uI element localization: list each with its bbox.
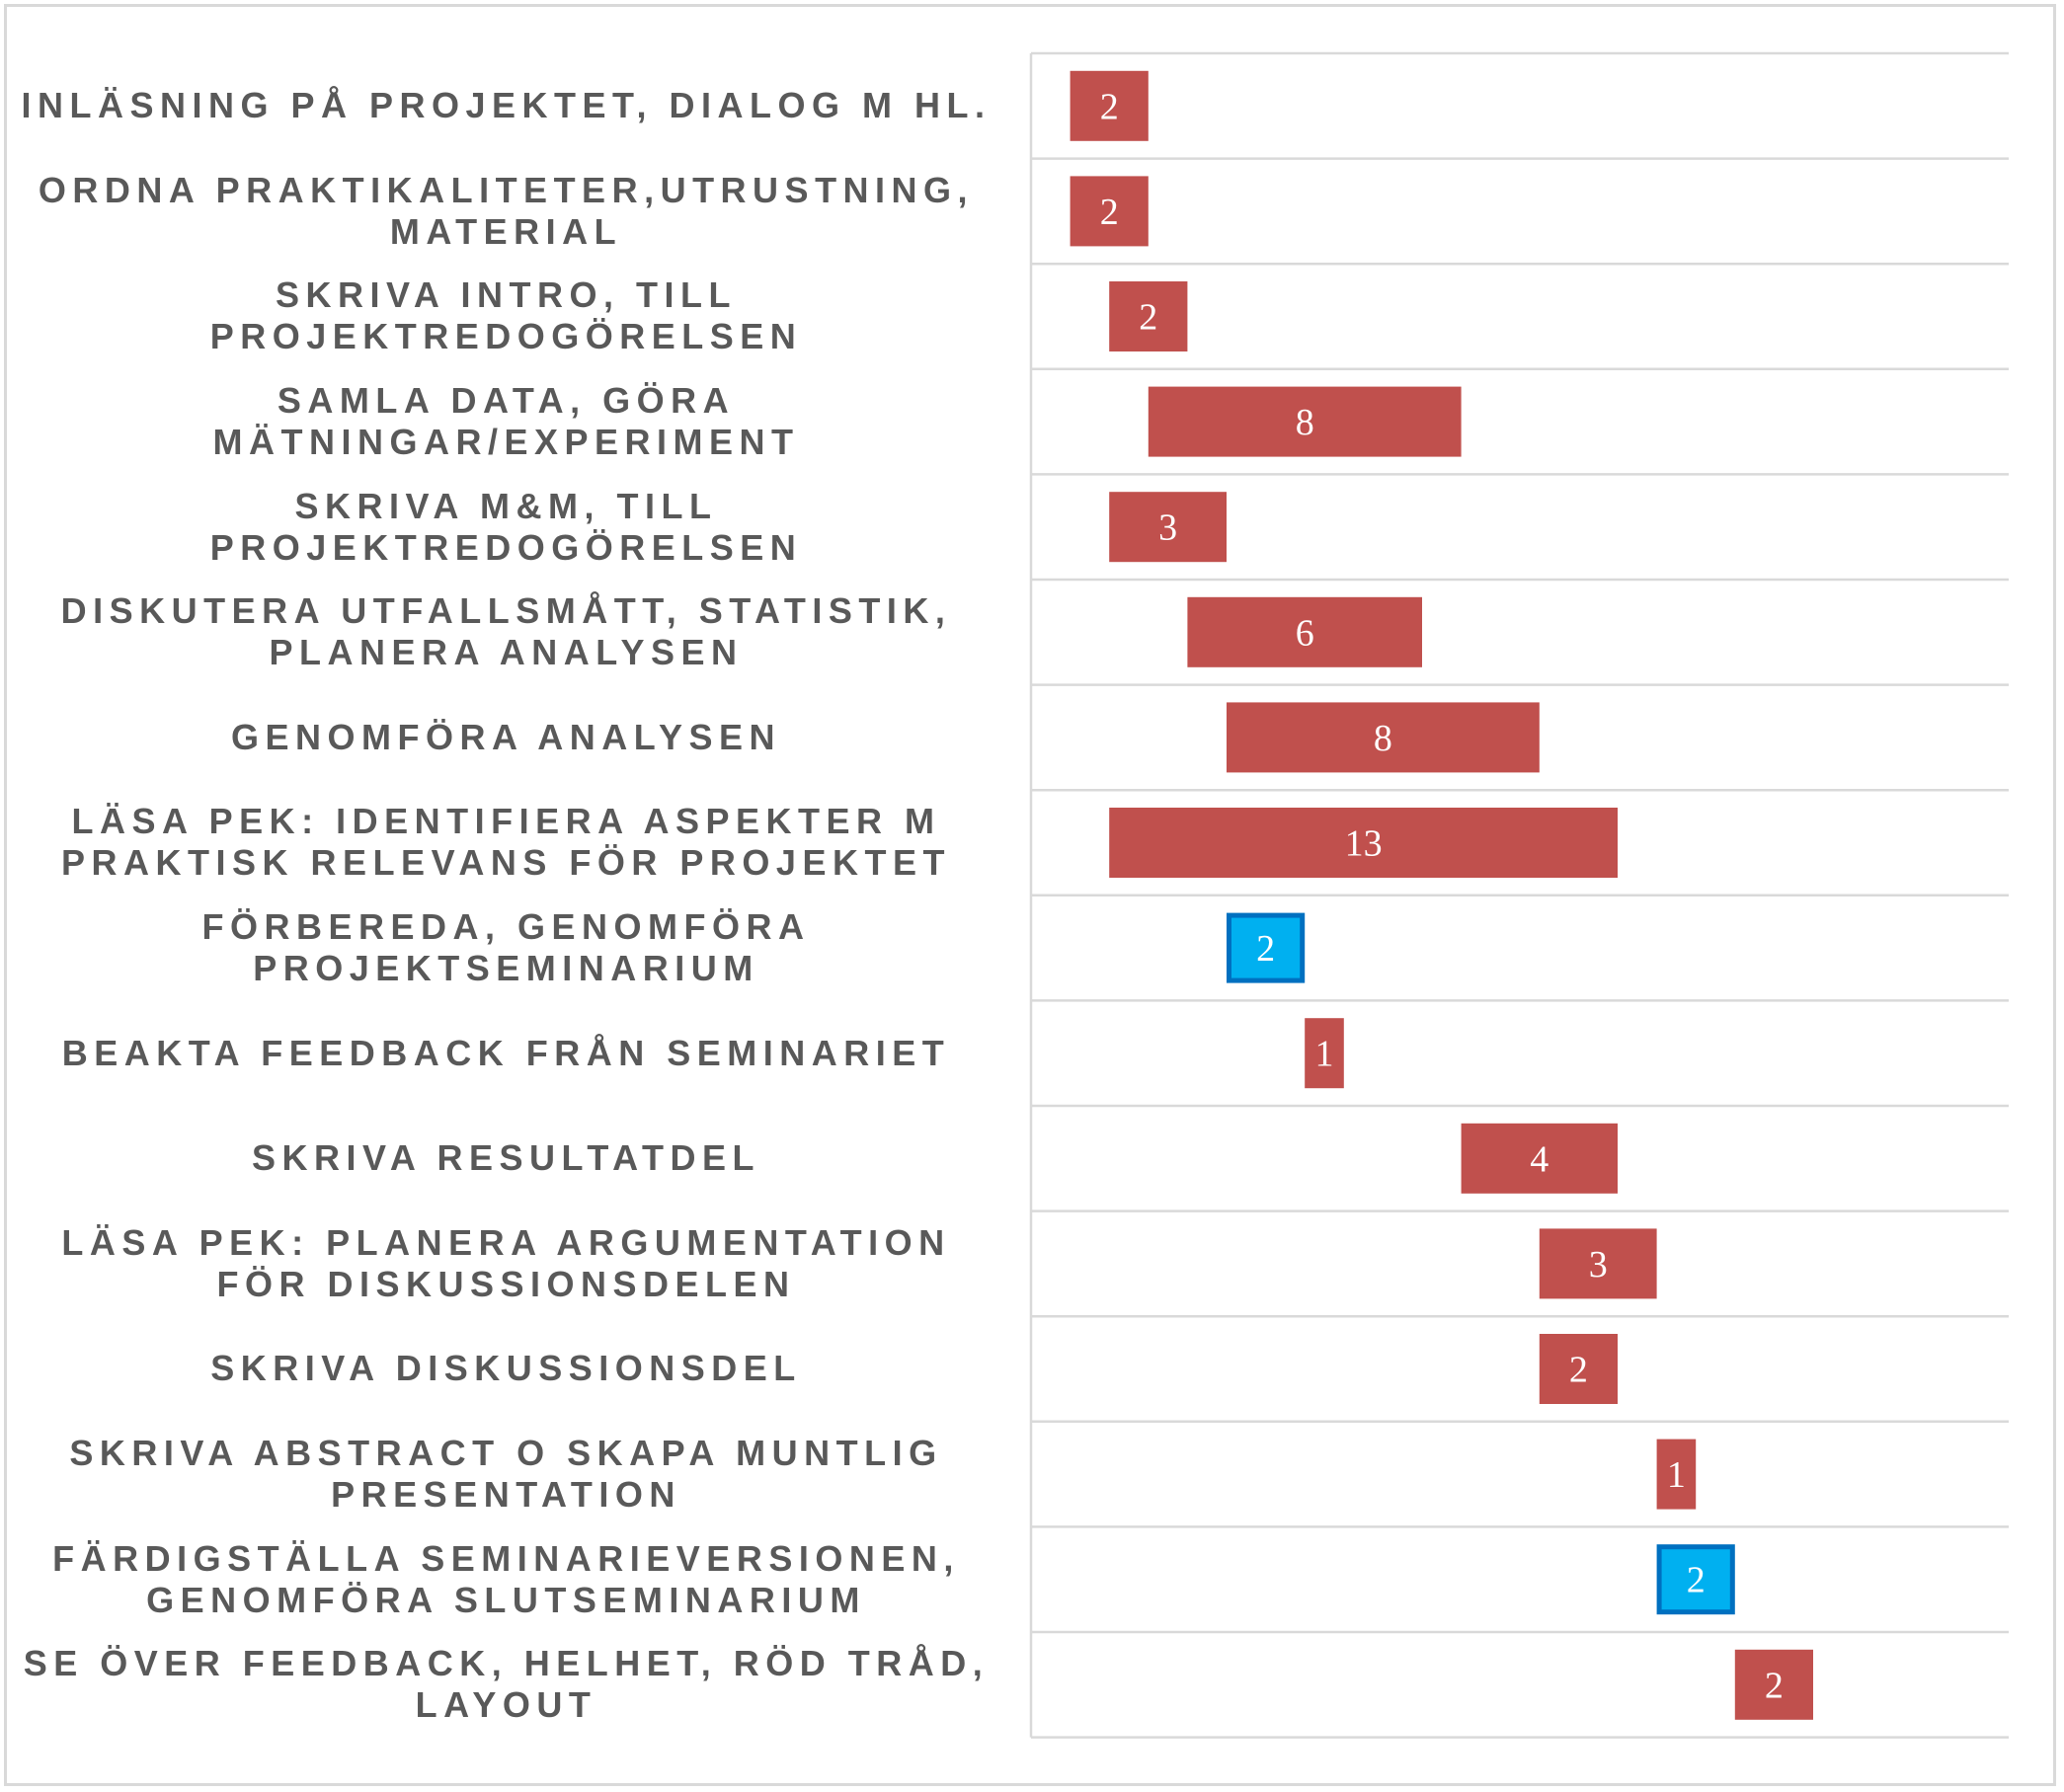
milestone-bar — [1656, 1544, 1735, 1615]
task-bar — [1227, 702, 1540, 773]
bar-value-label: 1 — [1667, 1454, 1686, 1496]
category-label: Skriva abstract o skapa muntlig presenta… — [69, 1433, 943, 1516]
task-bar — [1539, 1228, 1657, 1299]
bar-value-label: 4 — [1530, 1138, 1548, 1180]
category-label: Skriva intro, till projektredogörelsen — [209, 274, 803, 357]
category-label: Genomföra analysen — [230, 716, 782, 757]
category-label: Läsa PEK: planera argumentation för disk… — [61, 1221, 951, 1304]
bar-value-label: 2 — [1569, 1350, 1588, 1391]
task-bar — [1070, 70, 1149, 141]
category-label: Skriva M&M, till projektredogörelsen — [209, 485, 803, 568]
bar-value-label: 3 — [1589, 1244, 1608, 1286]
bar-value-label: 13 — [1345, 823, 1383, 865]
bar-value-label: 3 — [1158, 507, 1177, 549]
task-bar — [1539, 1334, 1618, 1404]
bar-value-label: 2 — [1765, 1665, 1784, 1706]
task-bar — [1461, 1123, 1618, 1194]
category-label: Beakta feedback från seminariet — [61, 1032, 951, 1073]
bar-value-label: 2 — [1100, 192, 1119, 233]
bar-value-label: 8 — [1296, 402, 1314, 443]
category-label: Ordna praktikaliteter,utrustning, materi… — [38, 169, 975, 252]
task-bar — [1656, 1439, 1697, 1510]
category-label: Färdigställa seminarieversionen, genomfö… — [52, 1537, 960, 1620]
bar-value-label: 6 — [1296, 612, 1314, 654]
task-bar — [1109, 492, 1227, 563]
task-bar — [1109, 808, 1618, 878]
category-label: Diskutera utfallsmått, statistik, planer… — [60, 590, 952, 673]
category-label: Inläsning på projektet, dialog m HL. — [21, 85, 992, 126]
category-label: Samla data, göra mätningar/experiment — [212, 380, 800, 463]
bar-value-label: 2 — [1100, 86, 1119, 127]
task-bar — [1187, 596, 1422, 667]
category-label: Förbereda, genomföra projektseminarium — [201, 906, 811, 989]
bar-value-label: 1 — [1315, 1034, 1334, 1075]
category-label: Skriva resultatdel — [252, 1137, 760, 1179]
bar-value-label: 2 — [1687, 1560, 1706, 1601]
category-label: Läsa PEK: identifiera aspekter m praktis… — [61, 801, 951, 884]
bar-value-label: 2 — [1256, 928, 1275, 970]
task-bar — [1109, 281, 1188, 351]
category-label: Se över feedback, helhet, röd tråd, layo… — [23, 1643, 990, 1726]
task-bar — [1148, 386, 1462, 457]
milestone-bar — [1227, 912, 1306, 983]
category-label: Skriva diskussionsdel — [210, 1348, 802, 1389]
task-bar — [1305, 1018, 1344, 1089]
task-bar — [1734, 1649, 1813, 1720]
bar-value-label: 2 — [1139, 297, 1157, 339]
bar-value-label: 8 — [1374, 718, 1392, 759]
task-bar — [1070, 176, 1149, 247]
